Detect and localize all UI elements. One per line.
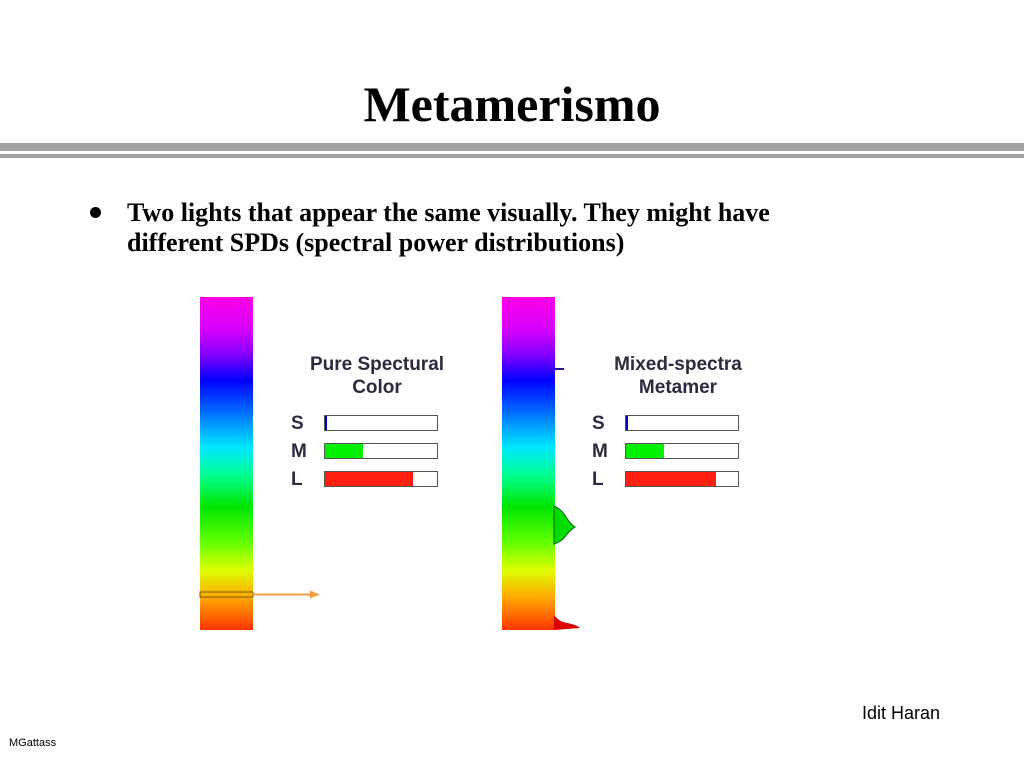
cone-label: M — [291, 441, 307, 462]
panel-title-pure-line1: Pure Spectural — [309, 354, 445, 375]
spectrum-bar-left — [200, 297, 253, 630]
panel-title-metamer-line1: Mixed-spectra — [614, 354, 742, 375]
slide-title: Metamerismo — [363, 76, 661, 132]
cone-fill — [626, 416, 629, 430]
cone-label: L — [291, 469, 303, 490]
cone-label: M — [592, 441, 608, 462]
panel-title-metamer-line2: Metamer — [638, 377, 718, 398]
panel-title-pure-line2: Color — [352, 377, 402, 398]
spectrum-bar-right — [502, 297, 555, 630]
cone-bar — [324, 471, 438, 487]
cone-bar — [625, 471, 739, 487]
cone-bar — [324, 415, 438, 431]
footer-credit: MGattass — [9, 737, 57, 749]
panel-title-metamer: Mixed-spectra Metamer — [578, 353, 778, 399]
cone-bar — [625, 415, 739, 431]
cone-fill — [325, 444, 364, 458]
title-rule-top — [0, 143, 1024, 151]
cone-label: S — [592, 413, 605, 434]
bullet-dot-icon — [90, 207, 101, 218]
cone-bar — [625, 443, 739, 459]
cone-bar — [324, 443, 438, 459]
arrow-head — [310, 590, 320, 599]
author-name: Idit Haran — [862, 703, 941, 723]
cone-fill — [325, 416, 328, 430]
cone-fill — [325, 472, 414, 486]
cone-label: L — [592, 469, 604, 490]
title-rule-bottom — [0, 154, 1024, 158]
cone-label: S — [291, 413, 304, 434]
green-peak — [553, 505, 577, 545]
cone-fill — [626, 472, 716, 486]
wavelength-marker — [199, 591, 254, 598]
bullet-text: Two lights that appear the same visually… — [127, 198, 770, 257]
wavelength-arrow-icon — [199, 590, 320, 599]
cone-fill — [626, 444, 665, 458]
red-peak — [554, 615, 580, 630]
spd-peaks-icon — [553, 368, 580, 630]
panel-title-pure: Pure Spectural Color — [277, 353, 477, 399]
